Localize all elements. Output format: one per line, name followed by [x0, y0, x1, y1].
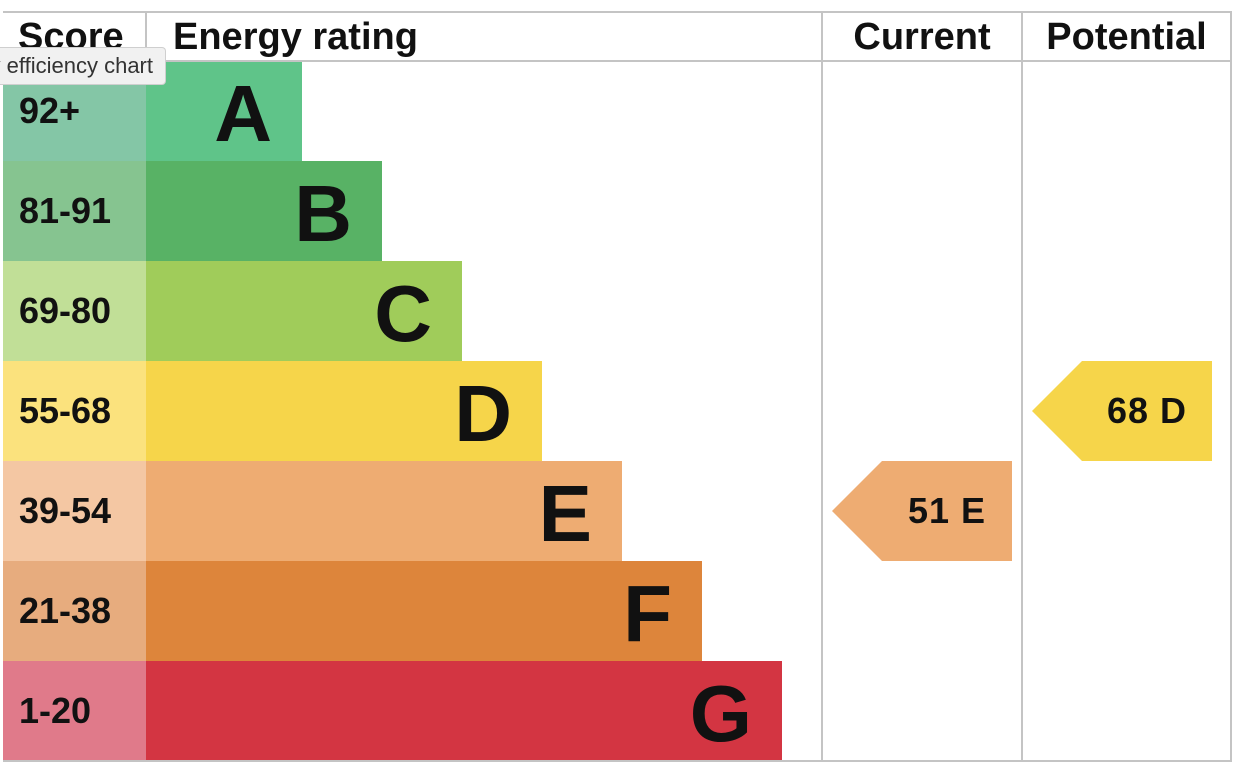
chart-tooltip: Energy efficiency chart — [0, 47, 166, 85]
header-energy-rating: Energy rating — [173, 16, 418, 58]
potential-rating-arrow: 68 D — [1032, 361, 1212, 461]
rating-bar-c: C — [146, 261, 462, 361]
score-range-b: 81-91 — [3, 161, 146, 261]
score-range-f: 21-38 — [3, 561, 146, 661]
score-column-divider — [145, 11, 147, 61]
rating-bar-g: G — [146, 661, 782, 761]
header-potential: Potential — [1046, 16, 1207, 58]
header-current: Current — [853, 16, 991, 58]
chart-tooltip-text: Energy efficiency chart — [0, 53, 153, 78]
rating-bar-d: D — [146, 361, 542, 461]
potential-column-divider — [1021, 11, 1023, 762]
current-rating-label: 51 E — [907, 490, 987, 531]
score-range-g: 1-20 — [3, 661, 146, 761]
table-right-border — [1230, 11, 1232, 762]
rating-bar-b: B — [146, 161, 382, 261]
score-range-d: 55-68 — [3, 361, 146, 461]
current-rating-arrow: 51 E — [832, 461, 1012, 561]
potential-rating-label: 68 D — [1106, 390, 1188, 431]
table-bottom-line — [3, 760, 1231, 762]
score-range-c: 69-80 — [3, 261, 146, 361]
rating-bar-a: A — [146, 61, 302, 161]
header-top-line — [3, 11, 1231, 13]
rating-bar-e: E — [146, 461, 622, 561]
score-range-e: 39-54 — [3, 461, 146, 561]
current-column-divider — [821, 11, 823, 762]
header-bottom-line — [3, 60, 1231, 62]
rating-bar-f: F — [146, 561, 702, 661]
